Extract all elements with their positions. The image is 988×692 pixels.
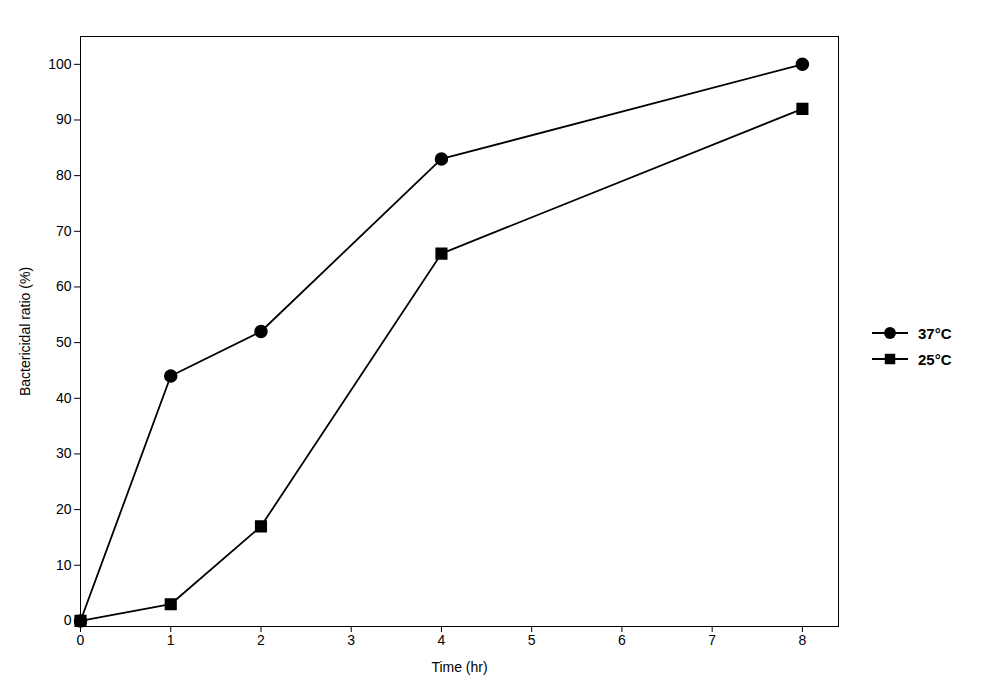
svg-text:8: 8 (799, 632, 807, 648)
html-text:25°C: 25°C (918, 350, 952, 368)
svg-text:5: 5 (528, 632, 536, 648)
svg-text:90: 90 (56, 111, 72, 127)
svg-text:50: 50 (56, 334, 72, 350)
svg-text:10: 10 (56, 557, 72, 573)
svg-text:Bactericidal ratio (%): Bactericidal ratio (%) (17, 267, 33, 396)
svg-text:100: 100 (48, 56, 72, 72)
html-text:37°C: 37°C (918, 324, 952, 342)
svg-text:0: 0 (64, 612, 72, 628)
svg-text:60: 60 (56, 278, 72, 294)
svg-text:1: 1 (167, 632, 175, 648)
svg-text:7: 7 (708, 632, 716, 648)
svg-text:6: 6 (618, 632, 626, 648)
svg-text:70: 70 (56, 223, 72, 239)
svg-text:4: 4 (438, 632, 446, 648)
svg-text:Time (hr): Time (hr) (431, 659, 487, 675)
svg-text:30: 30 (56, 445, 72, 461)
svg-text:40: 40 (56, 390, 72, 406)
svg-text:20: 20 (56, 501, 72, 517)
svg-text:0: 0 (77, 632, 85, 648)
svg-text:3: 3 (347, 632, 355, 648)
svg-text:80: 80 (56, 167, 72, 183)
svg-text:2: 2 (257, 632, 265, 648)
